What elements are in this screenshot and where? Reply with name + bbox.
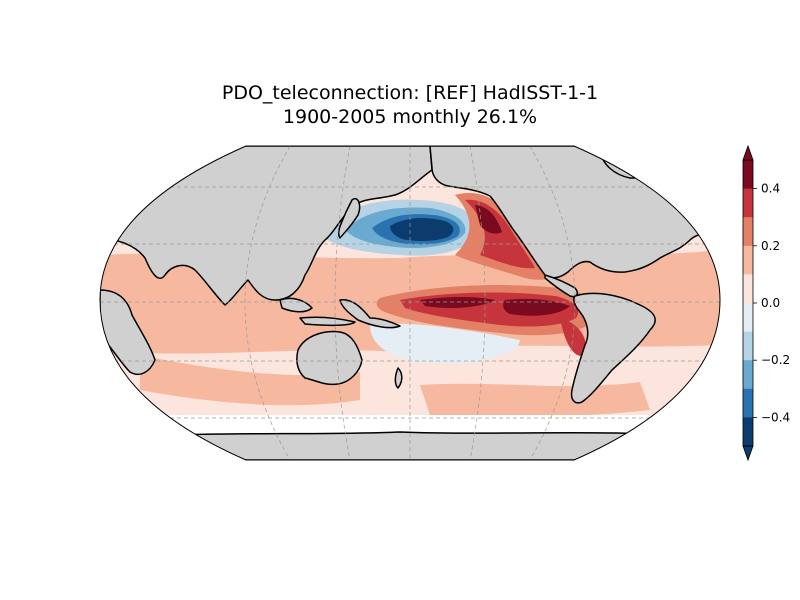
- gridlines: [100, 146, 720, 460]
- colorbar-segment: [743, 388, 753, 418]
- eurasia-landmass: [100, 146, 433, 306]
- gridline-lon-120w: [469, 146, 486, 460]
- colorbar-segment: [743, 417, 753, 447]
- equatorial-positive-core-west: [420, 297, 495, 308]
- gridline-lon-120e: [334, 146, 351, 460]
- map-boundary: [99, 145, 721, 461]
- colorbar-segment: [743, 188, 753, 218]
- africa-landmass: [100, 289, 156, 376]
- south-pacific-band: [420, 382, 650, 417]
- borneo-landmass: [279, 297, 313, 313]
- colorbar-tick-label: 0.2: [761, 239, 780, 253]
- map-body: [100, 146, 720, 460]
- colorbar-tick-label: 0.0: [761, 296, 780, 310]
- new-zealand-landmass: [394, 367, 403, 389]
- colorbar-tick-label: 0.4: [761, 182, 780, 196]
- colorbar-tick-label: −0.4: [761, 410, 790, 424]
- colorbar-tick-label: −0.2: [761, 353, 790, 367]
- sw-pacific-weak-negative: [370, 323, 520, 364]
- new-guinea-landmass: [339, 299, 401, 329]
- colorbar: 0.4 0.2 0.0 −0.2 −0.4: [742, 144, 790, 462]
- java-landmass: [299, 316, 356, 327]
- equatorial-positive-core-east: [503, 298, 570, 316]
- ne-pacific-positive-core: [475, 205, 502, 234]
- land: [100, 146, 720, 460]
- australia-landmass: [296, 330, 363, 386]
- colorbar-segment: [743, 217, 753, 247]
- north-pacific-negative-core: [390, 218, 454, 242]
- colorbar-segment: [743, 160, 753, 190]
- colorbar-segment: [743, 303, 753, 333]
- colorbar-extend-min: [742, 445, 754, 462]
- colorbar-segment: [743, 331, 753, 361]
- indian-ocean-south-band: [140, 355, 360, 406]
- colorbar-segment: [743, 274, 753, 304]
- figure-subtitle: 1900-2005 monthly 26.1%: [282, 106, 538, 128]
- colorbar-extend-max: [742, 144, 754, 161]
- japan-landmass: [337, 198, 361, 239]
- figure-title: PDO_teleconnection: [REF] HadISST-1-1: [221, 82, 599, 104]
- colorbar-segment: [743, 245, 753, 275]
- colorbar-segment: [743, 360, 753, 390]
- south-america-landmass: [570, 292, 656, 404]
